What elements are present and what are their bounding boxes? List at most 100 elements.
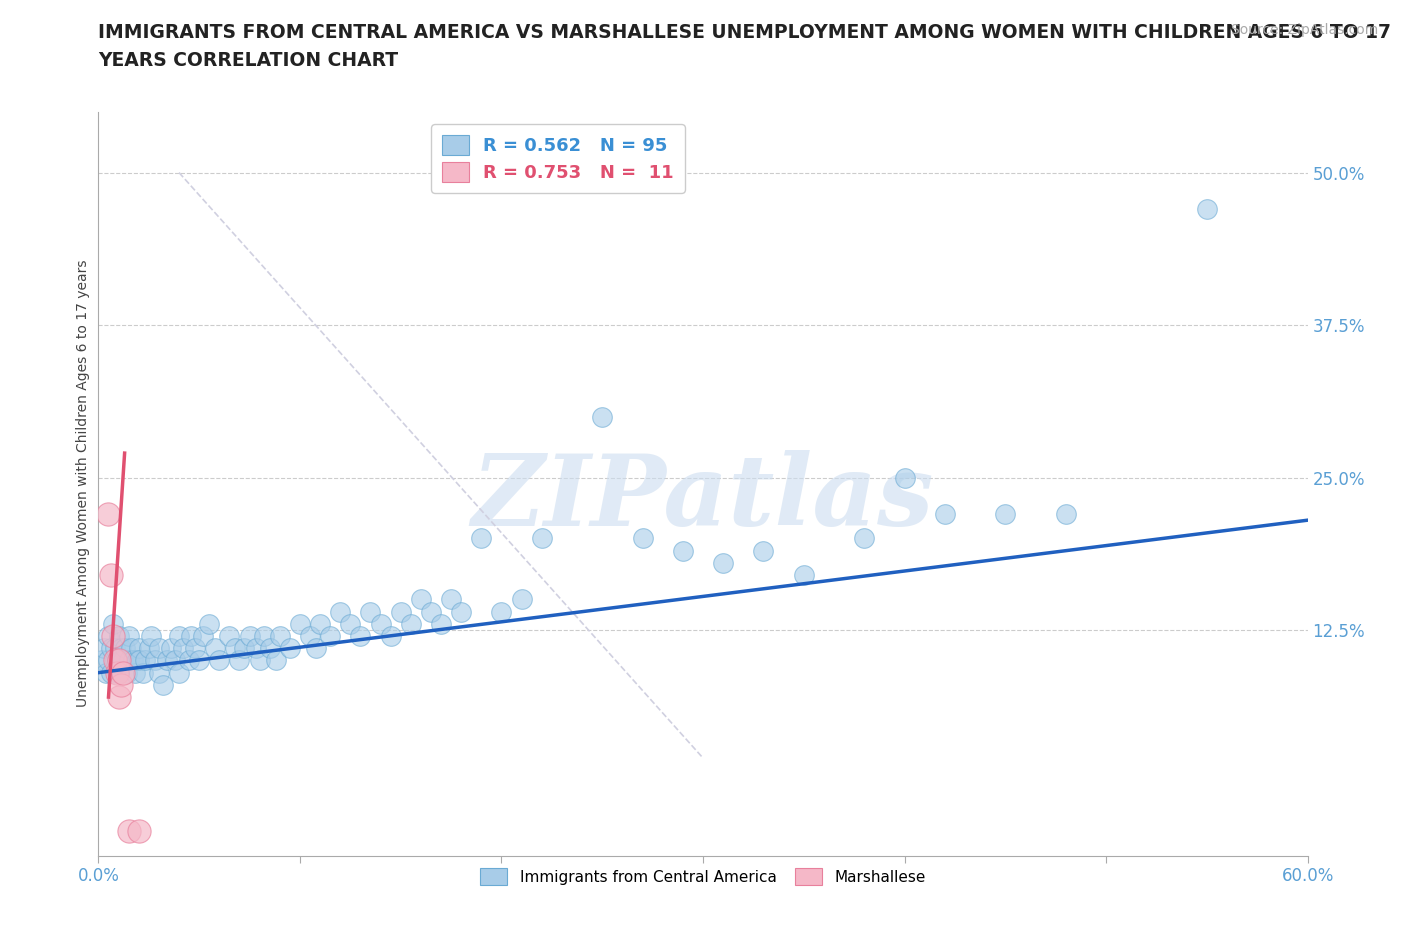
Point	[370, 617, 392, 631]
Point	[672, 543, 695, 558]
Text: YEARS CORRELATION CHART: YEARS CORRELATION CHART	[98, 51, 398, 70]
Point	[128, 653, 150, 668]
Point	[148, 641, 170, 656]
Point	[124, 665, 146, 680]
Point	[107, 629, 129, 644]
Point	[631, 531, 654, 546]
Point	[180, 629, 202, 644]
Point	[96, 665, 118, 680]
Point	[309, 617, 332, 631]
Y-axis label: Unemployment Among Women with Children Ages 6 to 17 years: Unemployment Among Women with Children A…	[76, 259, 90, 708]
Point	[491, 604, 513, 619]
Point	[239, 629, 262, 644]
Point	[121, 653, 143, 668]
Point	[120, 641, 142, 656]
Point	[409, 592, 432, 607]
Point	[103, 641, 125, 656]
Point	[793, 567, 815, 582]
Point	[97, 653, 120, 668]
Point	[100, 567, 122, 582]
Text: IMMIGRANTS FROM CENTRAL AMERICA VS MARSHALLESE UNEMPLOYMENT AMONG WOMEN WITH CHI: IMMIGRANTS FROM CENTRAL AMERICA VS MARSH…	[98, 23, 1392, 42]
Point	[420, 604, 443, 619]
Point	[269, 629, 291, 644]
Point	[245, 641, 267, 656]
Point	[100, 641, 122, 656]
Point	[125, 653, 148, 668]
Point	[97, 629, 120, 644]
Point	[107, 665, 129, 680]
Point	[115, 665, 138, 680]
Point	[934, 507, 956, 522]
Point	[232, 641, 254, 656]
Point	[853, 531, 876, 546]
Point	[172, 641, 194, 656]
Point	[530, 531, 553, 546]
Text: Source: ZipAtlas.com: Source: ZipAtlas.com	[1230, 23, 1378, 37]
Point	[278, 641, 301, 656]
Point	[450, 604, 472, 619]
Point	[118, 653, 141, 668]
Point	[110, 677, 132, 692]
Point	[360, 604, 382, 619]
Point	[128, 824, 150, 839]
Point	[440, 592, 463, 607]
Point	[711, 555, 734, 570]
Point	[1195, 202, 1218, 217]
Point	[103, 653, 125, 668]
Point	[224, 641, 246, 656]
Point	[152, 677, 174, 692]
Point	[399, 617, 422, 631]
Point	[163, 653, 186, 668]
Point	[91, 653, 114, 668]
Point	[430, 617, 453, 631]
Point	[204, 641, 226, 656]
Legend: Immigrants from Central America, Marshallese: Immigrants from Central America, Marshal…	[472, 860, 934, 893]
Point	[134, 653, 156, 668]
Point	[893, 470, 915, 485]
Point	[118, 629, 141, 644]
Point	[228, 653, 250, 668]
Point	[128, 641, 150, 656]
Point	[97, 507, 120, 522]
Point	[139, 629, 162, 644]
Point	[253, 629, 276, 644]
Point	[167, 665, 190, 680]
Point	[179, 653, 201, 668]
Point	[101, 617, 124, 631]
Point	[380, 629, 402, 644]
Point	[132, 665, 155, 680]
Point	[103, 653, 125, 668]
Point	[111, 653, 134, 668]
Point	[114, 641, 136, 656]
Point	[218, 629, 240, 644]
Point	[143, 653, 166, 668]
Point	[184, 641, 207, 656]
Point	[110, 641, 132, 656]
Point	[148, 665, 170, 680]
Point	[111, 665, 134, 680]
Point	[167, 629, 190, 644]
Point	[138, 641, 160, 656]
Point	[156, 653, 179, 668]
Point	[752, 543, 775, 558]
Point	[198, 617, 221, 631]
Point	[1054, 507, 1077, 522]
Point	[994, 507, 1017, 522]
Point	[107, 653, 129, 668]
Point	[160, 641, 183, 656]
Point	[105, 653, 128, 668]
Point	[259, 641, 281, 656]
Point	[93, 641, 115, 656]
Point	[349, 629, 371, 644]
Point	[591, 409, 613, 424]
Point	[107, 653, 129, 668]
Point	[305, 641, 328, 656]
Point	[208, 653, 231, 668]
Point	[188, 653, 211, 668]
Point	[249, 653, 271, 668]
Point	[193, 629, 215, 644]
Point	[389, 604, 412, 619]
Point	[329, 604, 352, 619]
Point	[107, 690, 129, 705]
Point	[299, 629, 322, 644]
